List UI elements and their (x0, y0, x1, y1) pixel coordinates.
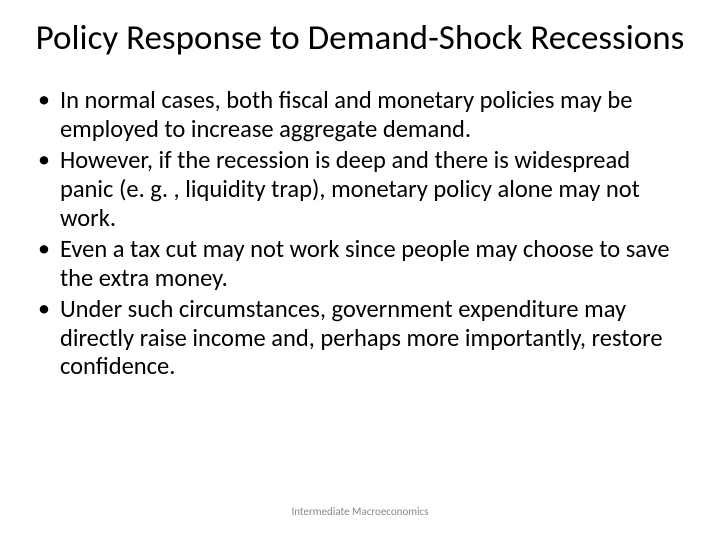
bullet-text: In normal cases, both fiscal and monetar… (60, 86, 684, 144)
bullet-text: Even a tax cut may not work since people… (60, 235, 684, 293)
slide-content: • In normal cases, both fiscal and monet… (30, 86, 690, 383)
bullet-text: However, if the recession is deep and th… (60, 146, 684, 233)
bullet-item: • However, if the recession is deep and … (36, 146, 684, 233)
bullet-marker-icon: • (38, 146, 50, 175)
bullet-marker-icon: • (38, 86, 50, 115)
bullet-item: • Under such circumstances, government e… (36, 295, 684, 382)
bullet-item: • In normal cases, both fiscal and monet… (36, 86, 684, 144)
slide: Policy Response to Demand-Shock Recessio… (0, 0, 720, 540)
bullet-text: Under such circumstances, government exp… (60, 295, 684, 382)
bullet-item: • Even a tax cut may not work since peop… (36, 235, 684, 293)
bullet-marker-icon: • (38, 295, 50, 324)
slide-title: Policy Response to Demand-Shock Recessio… (30, 18, 690, 58)
slide-footer: Intermediate Macroeconomics (0, 505, 720, 518)
bullet-marker-icon: • (38, 235, 50, 264)
